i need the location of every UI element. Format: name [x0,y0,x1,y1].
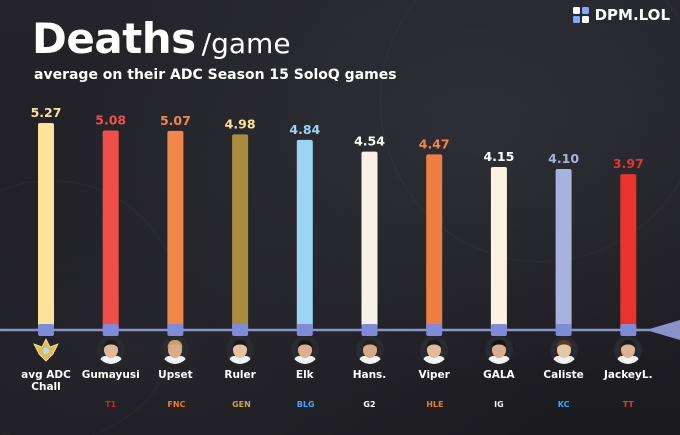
player-name: Gumayusi [81,369,140,381]
axis-marker [296,324,313,336]
title-suffix: /game [201,27,291,60]
player-name: JackeyL. [604,369,653,381]
axis-marker [555,324,572,336]
player-name: avg ADC Chall [21,369,71,393]
data-label: 4.54 [354,134,385,149]
player-photo [161,336,190,364]
data-label: 4.84 [289,122,320,137]
kc-logo-icon: KC [557,400,570,409]
bar-avg-adc-chall [38,123,54,330]
t1-logo-icon: T1 [105,400,117,409]
player-photo [355,336,384,364]
axis-marker [38,324,54,336]
player-photo [614,336,643,364]
fnatic-logo-icon: FNC [167,400,186,409]
brand-name: DPM.LOL [594,6,670,24]
player-photo [96,336,125,364]
data-label: 4.47 [419,136,450,151]
player-photo [484,336,513,364]
hle-logo-icon: HLE [426,400,444,409]
player-name: Hans. [352,369,387,381]
bar-viper [426,154,443,330]
player-name: Caliste [543,369,584,381]
data-label: 4.10 [548,151,579,166]
g2-logo-icon: G2 [363,400,376,409]
bar-gumayusi [102,130,119,330]
bar-ruler [232,134,249,330]
player-name: Elk [295,369,314,381]
axis-marker [232,324,249,336]
bar-jackeyl- [620,174,637,330]
axis-marker [102,324,119,336]
blg-logo-icon: BLG [296,400,315,409]
dpm-logo-icon [572,7,589,23]
data-label: 5.08 [95,112,126,127]
data-label: 3.97 [613,156,644,171]
axis-marker [426,324,443,336]
tt-logo-icon: TT [622,400,634,409]
challenger-emblem-icon [32,336,60,364]
title-main: Deaths [32,14,196,63]
bar-upset [167,130,184,330]
axis-arrow-icon [646,320,680,340]
data-label: 5.07 [160,113,191,128]
player-name: Ruler [224,369,256,381]
data-label: 5.27 [31,105,62,120]
gen-g-logo-icon: GEN [232,400,251,409]
data-label: 4.15 [483,149,514,164]
axis-marker [490,324,507,336]
player-name: Upset [158,369,193,381]
player-photo [549,336,578,364]
axis-marker [620,324,637,336]
bar-gala [490,166,507,330]
bar-caliste [555,168,572,330]
player-photo [420,336,449,364]
axis-marker [167,324,184,336]
axis-marker [361,324,378,336]
player-photo [226,336,255,364]
bar-hans- [361,151,378,330]
brand: DPM.LOL [572,6,670,24]
data-label: 4.98 [225,116,256,131]
ig-logo-icon: IG [494,400,504,409]
player-photo [290,336,319,364]
page-title: Deaths/game [32,14,291,63]
player-name: Viper [418,369,450,381]
player-name: GALA [483,369,515,381]
bar-elk [296,139,313,330]
page-subtitle: average on their ADC Season 15 SoloQ gam… [34,67,397,83]
